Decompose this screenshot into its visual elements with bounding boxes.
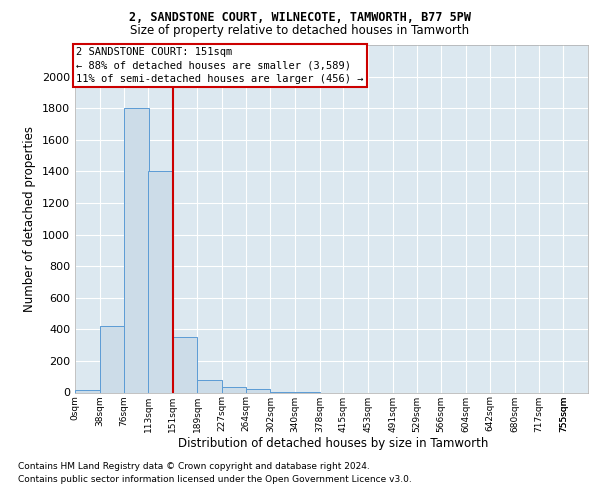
Bar: [173, 337, 197, 392]
Text: 2, SANDSTONE COURT, WILNECOTE, TAMWORTH, B77 5PW: 2, SANDSTONE COURT, WILNECOTE, TAMWORTH,…: [129, 11, 471, 24]
Bar: [222, 387, 247, 392]
Bar: [124, 108, 149, 393]
Text: Contains public sector information licensed under the Open Government Licence v3: Contains public sector information licen…: [18, 475, 412, 484]
Bar: [100, 326, 124, 392]
Bar: [246, 390, 271, 392]
Bar: [148, 172, 173, 392]
Bar: [75, 390, 100, 392]
Text: 2 SANDSTONE COURT: 151sqm
← 88% of detached houses are smaller (3,589)
11% of se: 2 SANDSTONE COURT: 151sqm ← 88% of detac…: [76, 48, 364, 84]
Text: Contains HM Land Registry data © Crown copyright and database right 2024.: Contains HM Land Registry data © Crown c…: [18, 462, 370, 471]
Y-axis label: Number of detached properties: Number of detached properties: [23, 126, 37, 312]
Text: Distribution of detached houses by size in Tamworth: Distribution of detached houses by size …: [178, 438, 488, 450]
Bar: [197, 380, 222, 392]
Text: Size of property relative to detached houses in Tamworth: Size of property relative to detached ho…: [130, 24, 470, 37]
